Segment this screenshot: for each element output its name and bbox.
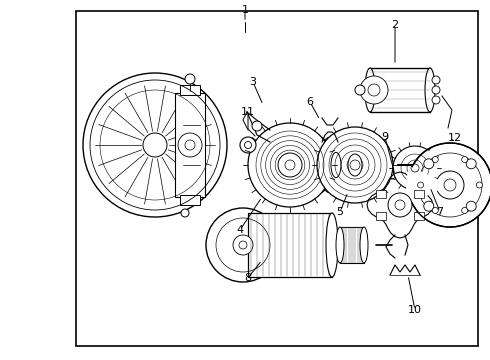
Circle shape	[395, 200, 405, 210]
Circle shape	[462, 207, 467, 213]
Circle shape	[360, 76, 388, 104]
Bar	[248, 213, 332, 277]
Circle shape	[436, 171, 464, 199]
Ellipse shape	[331, 152, 341, 177]
Bar	[340, 227, 364, 263]
Ellipse shape	[326, 213, 338, 277]
Circle shape	[252, 121, 262, 131]
Ellipse shape	[360, 227, 368, 263]
Text: 8: 8	[245, 273, 251, 283]
Wedge shape	[406, 166, 450, 204]
Text: 12: 12	[448, 133, 462, 143]
Circle shape	[233, 235, 253, 255]
Circle shape	[317, 127, 393, 203]
Text: 1: 1	[242, 5, 248, 15]
Circle shape	[388, 193, 412, 217]
Circle shape	[83, 73, 227, 217]
Text: 3: 3	[249, 77, 256, 87]
Bar	[414, 212, 424, 220]
Circle shape	[432, 86, 440, 94]
Circle shape	[143, 133, 167, 157]
Circle shape	[245, 141, 251, 149]
Bar	[376, 212, 386, 220]
Circle shape	[278, 153, 302, 177]
Circle shape	[368, 84, 380, 96]
Text: 2: 2	[392, 20, 398, 30]
Text: 7: 7	[437, 207, 443, 217]
Circle shape	[476, 182, 482, 188]
Ellipse shape	[336, 227, 344, 263]
Circle shape	[424, 159, 434, 169]
Circle shape	[181, 209, 189, 217]
Circle shape	[239, 241, 247, 249]
Circle shape	[178, 133, 202, 157]
Circle shape	[424, 201, 434, 211]
Ellipse shape	[365, 68, 375, 112]
Circle shape	[417, 182, 423, 188]
Circle shape	[411, 164, 419, 172]
Circle shape	[408, 143, 490, 227]
Bar	[376, 190, 386, 198]
Circle shape	[206, 208, 280, 282]
Circle shape	[444, 179, 456, 191]
Text: 4: 4	[237, 225, 244, 235]
Circle shape	[432, 96, 440, 104]
Circle shape	[432, 76, 440, 84]
Circle shape	[393, 146, 437, 190]
Bar	[414, 190, 424, 198]
Bar	[370, 68, 430, 112]
Circle shape	[432, 207, 438, 213]
Circle shape	[432, 157, 438, 162]
Bar	[180, 85, 200, 95]
Text: 6: 6	[307, 97, 314, 107]
Circle shape	[185, 140, 195, 150]
Ellipse shape	[425, 68, 435, 112]
Bar	[180, 195, 200, 205]
Bar	[175, 93, 205, 197]
Circle shape	[248, 123, 332, 207]
Circle shape	[466, 201, 476, 211]
Bar	[76, 11, 478, 346]
Ellipse shape	[348, 154, 362, 176]
Text: 11: 11	[241, 107, 255, 117]
Text: 9: 9	[381, 132, 389, 142]
Circle shape	[240, 137, 256, 153]
Circle shape	[185, 74, 195, 84]
Circle shape	[285, 160, 295, 170]
Circle shape	[466, 159, 476, 169]
Circle shape	[355, 85, 365, 95]
Circle shape	[462, 157, 467, 162]
Circle shape	[350, 160, 360, 170]
Text: 5: 5	[337, 207, 343, 217]
Text: 10: 10	[408, 305, 422, 315]
